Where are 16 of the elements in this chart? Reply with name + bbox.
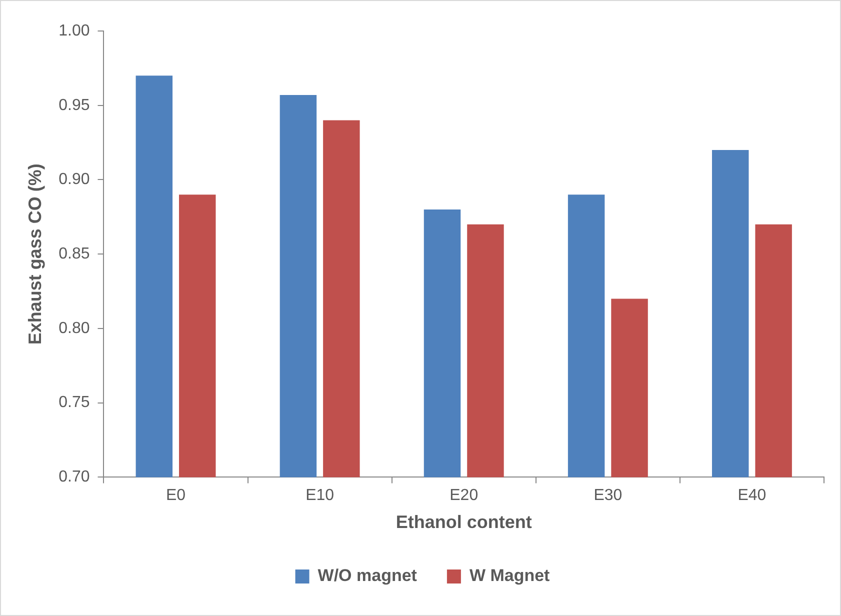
x-tick-label: E30 xyxy=(594,487,622,504)
y-tick-label: 1.00 xyxy=(58,22,90,40)
y-tick-label: 0.85 xyxy=(58,246,90,263)
y-tick-label: 0.75 xyxy=(58,394,90,412)
y-tick-label: 0.70 xyxy=(58,468,90,486)
y-tick-label: 0.95 xyxy=(58,96,90,114)
legend-label: W/O magnet xyxy=(318,566,418,586)
x-tick-label: E40 xyxy=(738,487,766,504)
legend-label: W Magnet xyxy=(469,566,550,586)
x-axis-title: Ethanol content xyxy=(396,512,532,532)
x-tick-label: E10 xyxy=(306,487,334,504)
y-axis-title: Exhaust gass CO (%) xyxy=(24,164,45,345)
x-tick-label: E20 xyxy=(450,487,478,504)
y-tick-label: 0.80 xyxy=(58,320,90,337)
y-tick-label: 0.90 xyxy=(58,171,90,188)
x-tick-label: E0 xyxy=(166,487,186,504)
